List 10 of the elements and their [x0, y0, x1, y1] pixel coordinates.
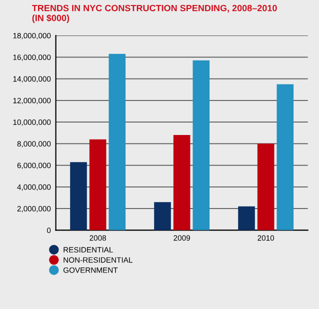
- chart-title: TRENDS IN NYC CONSTRUCTION SPENDING, 2008–2010 (IN $000): [32, 4, 277, 23]
- bar: [192, 60, 210, 230]
- bar: [173, 135, 190, 230]
- bar: [89, 139, 106, 230]
- bar: [257, 144, 274, 230]
- bar: [154, 202, 171, 230]
- bar: [108, 54, 126, 230]
- bar: [70, 162, 87, 230]
- bar: [238, 206, 255, 230]
- bar: [276, 84, 294, 230]
